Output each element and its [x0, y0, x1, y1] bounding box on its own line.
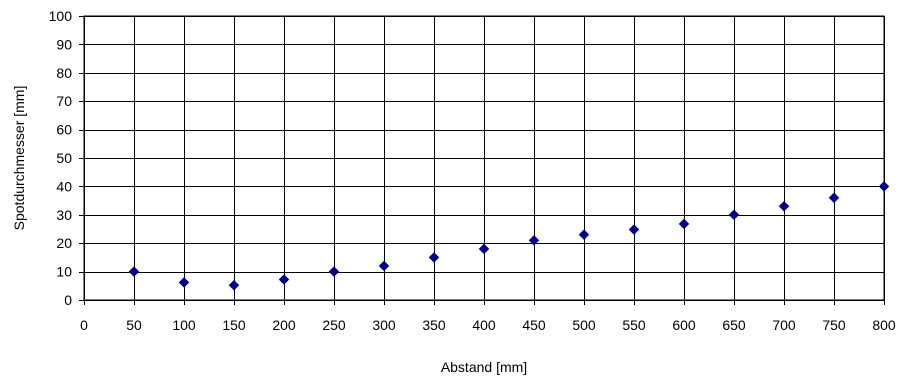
x-tick-label: 450 [522, 317, 546, 333]
y-tick-label: 30 [56, 207, 72, 223]
y-tick-label: 100 [49, 8, 73, 24]
data-point [379, 261, 389, 271]
x-tick-label: 650 [722, 317, 746, 333]
data-point [429, 252, 439, 262]
x-tick-label: 500 [572, 317, 596, 333]
y-tick-label: 20 [56, 235, 72, 251]
x-tick-label: 400 [472, 317, 496, 333]
x-tick-label: 750 [822, 317, 846, 333]
data-point [729, 210, 739, 220]
x-tick-label: 100 [172, 317, 196, 333]
x-tick-label: 700 [772, 317, 796, 333]
data-point [679, 219, 689, 229]
data-point [129, 267, 139, 277]
grid [79, 16, 885, 305]
y-tick-label: 90 [56, 36, 72, 52]
y-tick-label: 80 [56, 65, 72, 81]
x-axis-title: Abstand [mm] [441, 359, 527, 375]
data-point [579, 230, 589, 240]
x-tick-label: 350 [422, 317, 446, 333]
y-tick-label: 60 [56, 122, 72, 138]
data-point [179, 277, 189, 287]
data-point [479, 244, 489, 254]
x-tick-label: 50 [126, 317, 142, 333]
x-tick-label: 0 [80, 317, 88, 333]
x-tick-label: 800 [872, 317, 896, 333]
data-point [279, 275, 289, 285]
y-tick-label: 0 [64, 292, 72, 308]
y-tick-label: 50 [56, 150, 72, 166]
y-axis-title: Spotdurchmesser [mm] [11, 86, 27, 231]
data-point [629, 225, 639, 235]
y-tick-label: 70 [56, 93, 72, 109]
x-tick-label: 200 [272, 317, 296, 333]
x-tick-label: 550 [622, 317, 646, 333]
data-point [779, 201, 789, 211]
data-point [329, 267, 339, 277]
x-tick-label: 300 [372, 317, 396, 333]
x-tick-label: 600 [672, 317, 696, 333]
data-point [229, 280, 239, 290]
y-tick-label: 40 [56, 178, 72, 194]
data-point [879, 181, 889, 191]
x-tick-label: 250 [322, 317, 346, 333]
data-point [829, 193, 839, 203]
y-tick-label: 10 [56, 264, 72, 280]
data-points [129, 181, 889, 290]
x-tick-labels: 0 50 100 150 200 250 300 350 400 450 500 550 600 650 7… [80, 317, 896, 333]
x-tick-label: 150 [222, 317, 246, 333]
y-tick-labels: 0 10 20 30 40 50 60 70 80 90 100 [49, 8, 73, 308]
